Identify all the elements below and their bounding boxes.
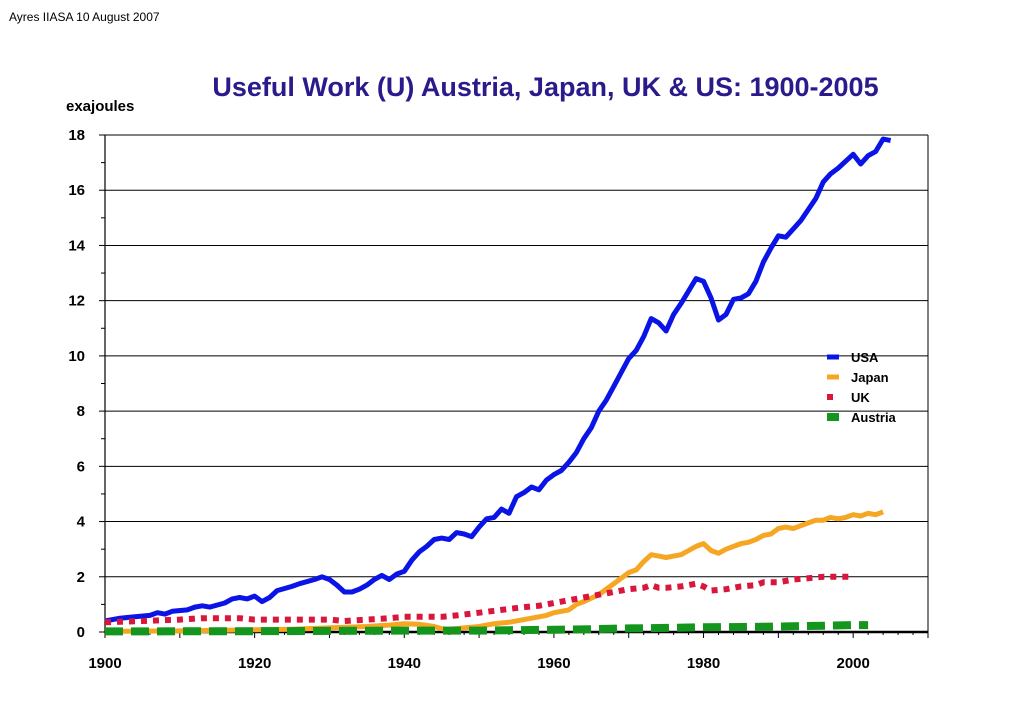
- legend-label-japan: Japan: [851, 370, 889, 385]
- legend-label-austria: Austria: [851, 410, 897, 425]
- legend: USA Japan UK Austria: [827, 350, 897, 425]
- y-tick-label-6: 6: [77, 458, 85, 475]
- legend-label-usa: USA: [851, 350, 879, 365]
- y-tick-label-4: 4: [77, 514, 86, 531]
- chart-title: Useful Work (U) Austria, Japan, UK & US:…: [212, 72, 879, 102]
- y-tick-label-2: 2: [77, 569, 85, 586]
- x-tick-label-1960: 1960: [537, 655, 570, 672]
- y-tick-label-14: 14: [68, 237, 85, 254]
- x-axis: 1900 1920 1940 1960 1980 2000: [88, 630, 929, 672]
- series-lines: [104, 136, 892, 636]
- legend-label-uk: UK: [851, 390, 870, 405]
- series-line-japan: [104, 509, 884, 634]
- y-tick-label-8: 8: [77, 403, 85, 420]
- x-tick-label-1980: 1980: [687, 655, 720, 672]
- y-axis: 0 2 4 6 8 10 12 14 16 18: [68, 127, 106, 641]
- y-tick-label-0: 0: [77, 624, 85, 641]
- y-tick-label-10: 10: [68, 348, 85, 365]
- x-tick-label-1920: 1920: [238, 655, 271, 672]
- y-tick-label-12: 12: [68, 293, 85, 310]
- x-tick-label-1940: 1940: [388, 655, 421, 672]
- y-tick-label-18: 18: [68, 127, 85, 144]
- credit-text: Ayres IIASA 10 August 2007: [9, 10, 160, 24]
- x-tick-label-2000: 2000: [836, 655, 869, 672]
- x-tick-label-1900: 1900: [88, 655, 121, 672]
- series-line-uk: [104, 573, 854, 626]
- series-line-austria: [104, 621, 869, 636]
- y-tick-label-16: 16: [68, 182, 85, 199]
- gridlines: [105, 134, 929, 632]
- y-axis-title: exajoules: [66, 98, 134, 115]
- series-line-usa: [104, 136, 892, 624]
